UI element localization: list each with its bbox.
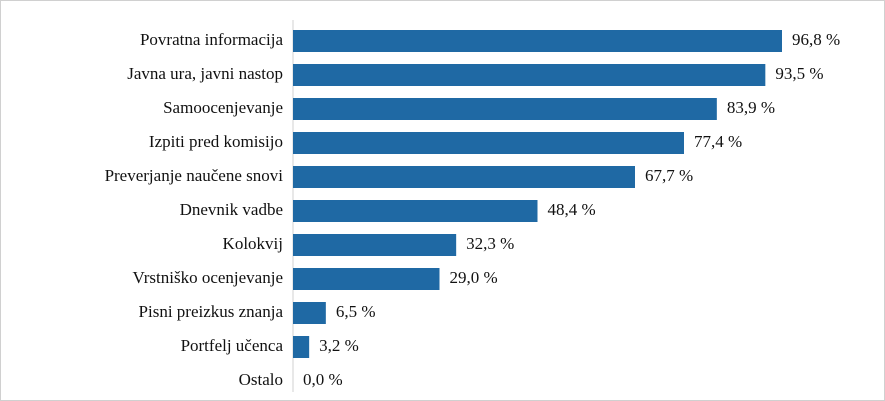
value-label: 93,5 % <box>775 64 823 83</box>
bar <box>293 166 635 188</box>
category-label: Izpiti pred komisijo <box>149 132 283 151</box>
value-label: 0,0 % <box>303 370 343 389</box>
bar <box>293 200 538 222</box>
bar <box>293 132 684 154</box>
category-label: Povratna informacija <box>140 30 283 49</box>
value-label: 96,8 % <box>792 30 840 49</box>
category-label: Samoocenjevanje <box>163 98 283 117</box>
bar <box>293 336 310 358</box>
value-label: 83,9 % <box>727 98 775 117</box>
value-label: 3,2 % <box>319 336 359 355</box>
category-label: Pisni preizkus znanja <box>139 302 284 321</box>
value-label: 32,3 % <box>466 234 514 253</box>
value-label: 67,7 % <box>645 166 693 185</box>
category-label: Vrstniško ocenjevanje <box>132 268 283 287</box>
value-label: 48,4 % <box>548 200 596 219</box>
bar <box>293 64 766 86</box>
category-label: Javna ura, javni nastop <box>127 64 283 83</box>
bar <box>293 98 717 120</box>
category-label: Preverjanje naučene snovi <box>105 166 284 185</box>
bar <box>293 268 440 290</box>
category-label: Ostalo <box>239 370 283 389</box>
value-label: 77,4 % <box>694 132 742 151</box>
bar <box>293 234 457 256</box>
value-label: 29,0 % <box>449 268 497 287</box>
category-label: Portfelj učenca <box>181 336 284 355</box>
bar <box>293 302 326 324</box>
bar <box>293 30 782 52</box>
category-label: Dnevnik vadbe <box>180 200 283 219</box>
value-label: 6,5 % <box>336 302 376 321</box>
category-label: Kolokvij <box>223 234 283 253</box>
